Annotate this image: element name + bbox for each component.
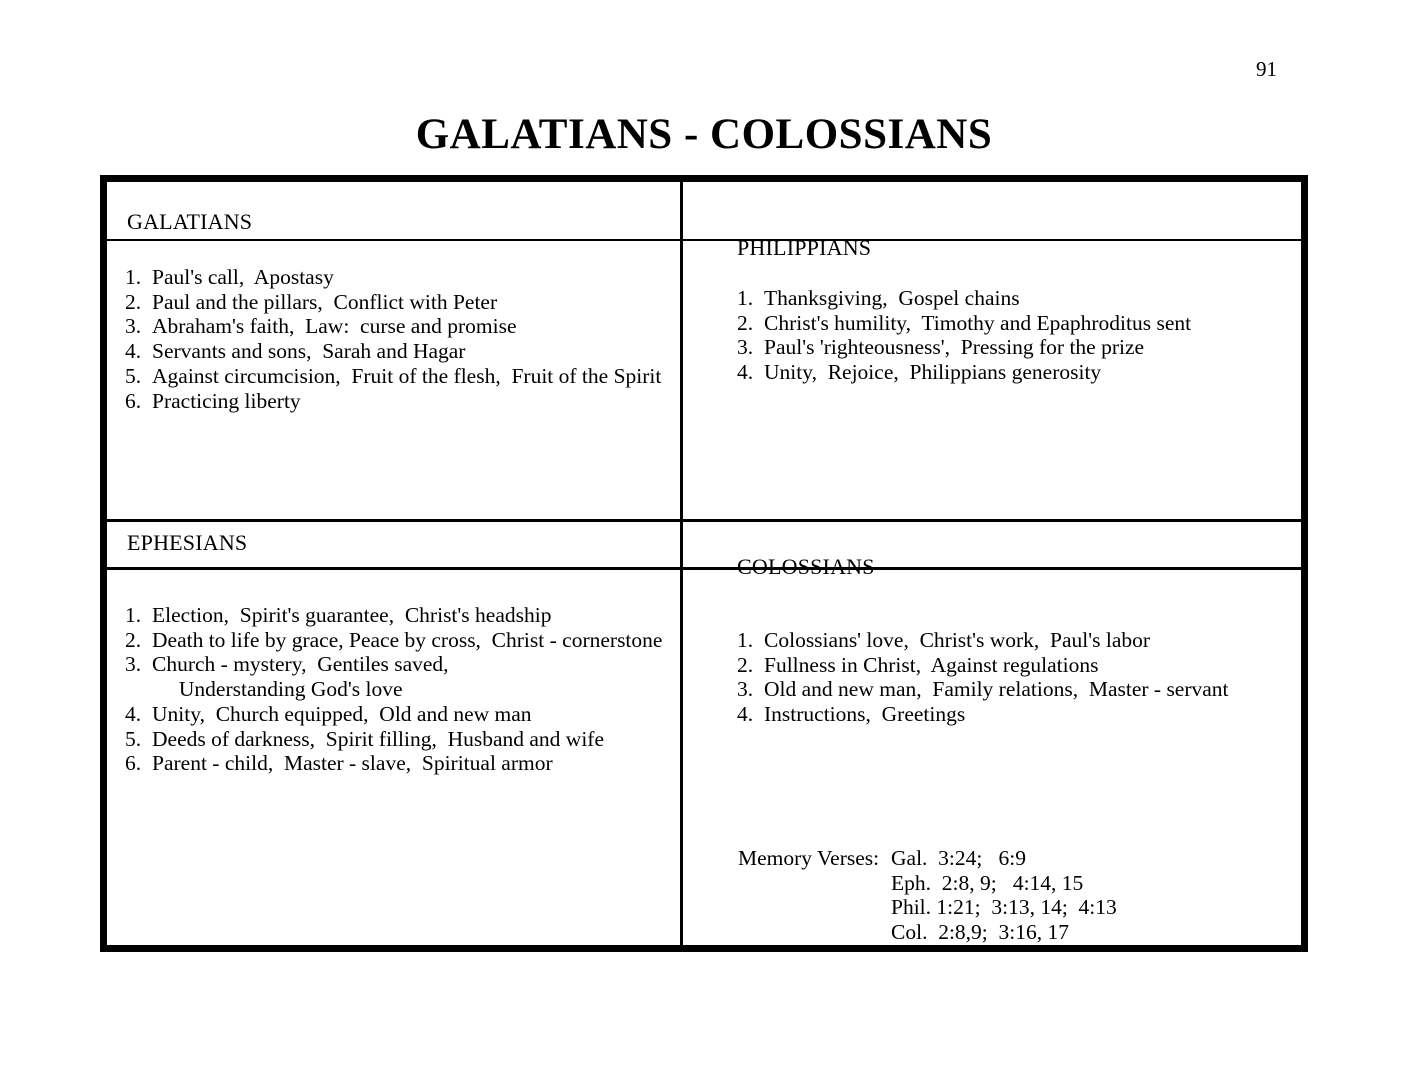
outline-table: GALATIANS PHILIPPIANS EPHESIANS COLOSSIA…	[100, 175, 1308, 952]
list-item-text: Thanksgiving, Gospel chains	[764, 286, 1020, 310]
list-item-number: 6.	[125, 751, 142, 776]
list-item: 5. Against circumcision, Fruit of the fle…	[125, 364, 661, 389]
list-item-number: 1.	[737, 286, 754, 310]
list-item-number: 3.	[737, 677, 754, 702]
table-row-divider-lower	[107, 567, 1301, 570]
list-item-text: Fullness in Christ, Against regulations	[764, 652, 1099, 677]
table-vertical-divider	[680, 182, 683, 945]
memory-verse-line: Gal. 3:24; 6:9	[891, 846, 1026, 870]
memory-verse-line: Col. 2:8,9; 3:16, 17	[891, 920, 1069, 945]
list-item: 4. Servants and sons, Sarah and Hagar	[125, 339, 661, 364]
section-heading-philippians: PHILIPPIANS	[737, 235, 872, 260]
list-item: 3. Old and new man, Family relations, Mas…	[737, 677, 1229, 702]
list-item-number: 3.	[125, 652, 142, 677]
list-item-number: 1.	[125, 265, 142, 289]
list-item-number: 4.	[737, 702, 754, 727]
list-item: 1. Paul's call, Apostasy	[125, 265, 661, 290]
list-item: 4. Instructions, Greetings	[737, 702, 1229, 727]
memory-verses: Memory Verses: Gal. 3:24; 6:9 Eph. 2:8, 9…	[738, 846, 1117, 945]
list-item: 2. Christ's humility, Timothy and Epaphro…	[737, 311, 1191, 336]
list-item-text: Death to life by grace, Peace by cross, …	[152, 627, 663, 652]
philippians-outline-list: 1. Thanksgiving, Gospel chains 2. Christ's …	[737, 286, 1191, 385]
list-item-number: 4.	[125, 339, 142, 364]
list-item-text: Servants and sons, Sarah and Hagar	[152, 339, 466, 364]
memory-verse-line: Phil. 1:21; 3:13, 14; 4:13	[891, 895, 1117, 920]
list-item: 4. Unity, Church equipped, Old and new ma…	[125, 702, 662, 727]
list-item-text: Deeds of darkness, Spirit filling, Husba…	[152, 726, 605, 751]
list-item-number: 3.	[125, 314, 142, 339]
page-title: GALATIANS - COLOSSIANS	[415, 111, 993, 158]
list-item-text: Paul's call, Apostasy	[152, 265, 334, 289]
list-item-number: 4.	[125, 701, 142, 726]
list-item-number: 5.	[125, 726, 142, 751]
list-item-text: Church - mystery, Gentiles saved, Unders…	[152, 652, 449, 702]
list-item-number: 2.	[737, 652, 754, 677]
table-row-divider-middle	[107, 519, 1301, 522]
list-item: 6. Practicing liberty	[125, 389, 661, 414]
list-item-number: 6.	[125, 388, 142, 413]
list-item-text: Parent - child, Master - slave, Spiritua…	[152, 751, 553, 776]
page-number: 91	[1256, 57, 1277, 81]
list-item: 1. Election, Spirit's guarantee, Christ's…	[125, 603, 662, 628]
ephesians-outline-list: 1. Election, Spirit's guarantee, Christ's…	[125, 603, 662, 776]
list-item-number: 4.	[737, 360, 754, 385]
list-item: 3. Paul's 'righteousness', Pressing for t…	[737, 335, 1191, 360]
list-item-number: 3.	[737, 335, 754, 360]
list-item-number: 1.	[737, 628, 754, 652]
list-item: 3. Abraham's faith, Law: curse and promis…	[125, 314, 661, 339]
list-item-number: 1.	[125, 603, 142, 627]
list-item-text: Colossians' love, Christ's work, Paul's …	[764, 628, 1151, 652]
colossians-outline-list: 1. Colossians' love, Christ's work, Paul'…	[737, 628, 1229, 727]
section-heading-colossians: COLOSSIANS	[737, 554, 875, 579]
list-item: 2. Death to life by grace, Peace by cross…	[125, 628, 662, 653]
galatians-outline-list: 1. Paul's call, Apostasy 2. Paul and the pi…	[125, 265, 661, 413]
list-item: 1. Thanksgiving, Gospel chains	[737, 286, 1191, 311]
list-item-text: Instructions, Greetings	[764, 702, 966, 727]
list-item-number: 5.	[125, 363, 142, 388]
list-item-text: Paul's 'righteousness', Pressing for the…	[764, 335, 1145, 360]
list-item-number: 2.	[125, 289, 142, 314]
section-heading-galatians: GALATIANS	[127, 209, 253, 234]
list-item: 1. Colossians' love, Christ's work, Paul'…	[737, 628, 1229, 653]
list-item-text: Old and new man, Family relations, Maste…	[764, 677, 1229, 702]
list-item-number: 2.	[737, 310, 754, 335]
list-item-text: Against circumcision, Fruit of the flesh…	[152, 363, 662, 388]
list-item: 3. Church - mystery, Gentiles saved, Unde…	[125, 652, 662, 701]
list-item-text: Paul and the pillars, Conflict with Pete…	[152, 289, 498, 314]
list-item-text: Abraham's faith, Law: curse and promise	[152, 314, 517, 339]
list-item: 6. Parent - child, Master - slave, Spirit…	[125, 751, 662, 776]
section-heading-ephesians: EPHESIANS	[127, 530, 248, 555]
list-item: 4. Unity, Rejoice, Philippians generosity	[737, 360, 1191, 385]
list-item-text: Unity, Church equipped, Old and new man	[152, 701, 532, 726]
list-item: 2. Fullness in Christ, Against regulation…	[737, 653, 1229, 678]
list-item-text: Practicing liberty	[152, 388, 301, 413]
list-item-text: Election, Spirit's guarantee, Christ's h…	[152, 603, 552, 627]
list-item-number: 2.	[125, 627, 142, 652]
list-item-text: Christ's humility, Timothy and Epaphrodi…	[764, 310, 1192, 335]
list-item: 5. Deeds of darkness, Spirit filling, Hus…	[125, 727, 662, 752]
list-item: 2. Paul and the pillars, Conflict with Pe…	[125, 290, 661, 315]
memory-verses-references: Gal. 3:24; 6:9 Eph. 2:8, 9; 4:14, 15 Phil.…	[891, 846, 1117, 945]
memory-verses-label: Memory Verses:	[738, 846, 880, 870]
list-item-text: Unity, Rejoice, Philippians generosity	[764, 360, 1102, 385]
table-row-divider-top	[107, 239, 1301, 241]
memory-verse-line: Eph. 2:8, 9; 4:14, 15	[891, 870, 1084, 895]
